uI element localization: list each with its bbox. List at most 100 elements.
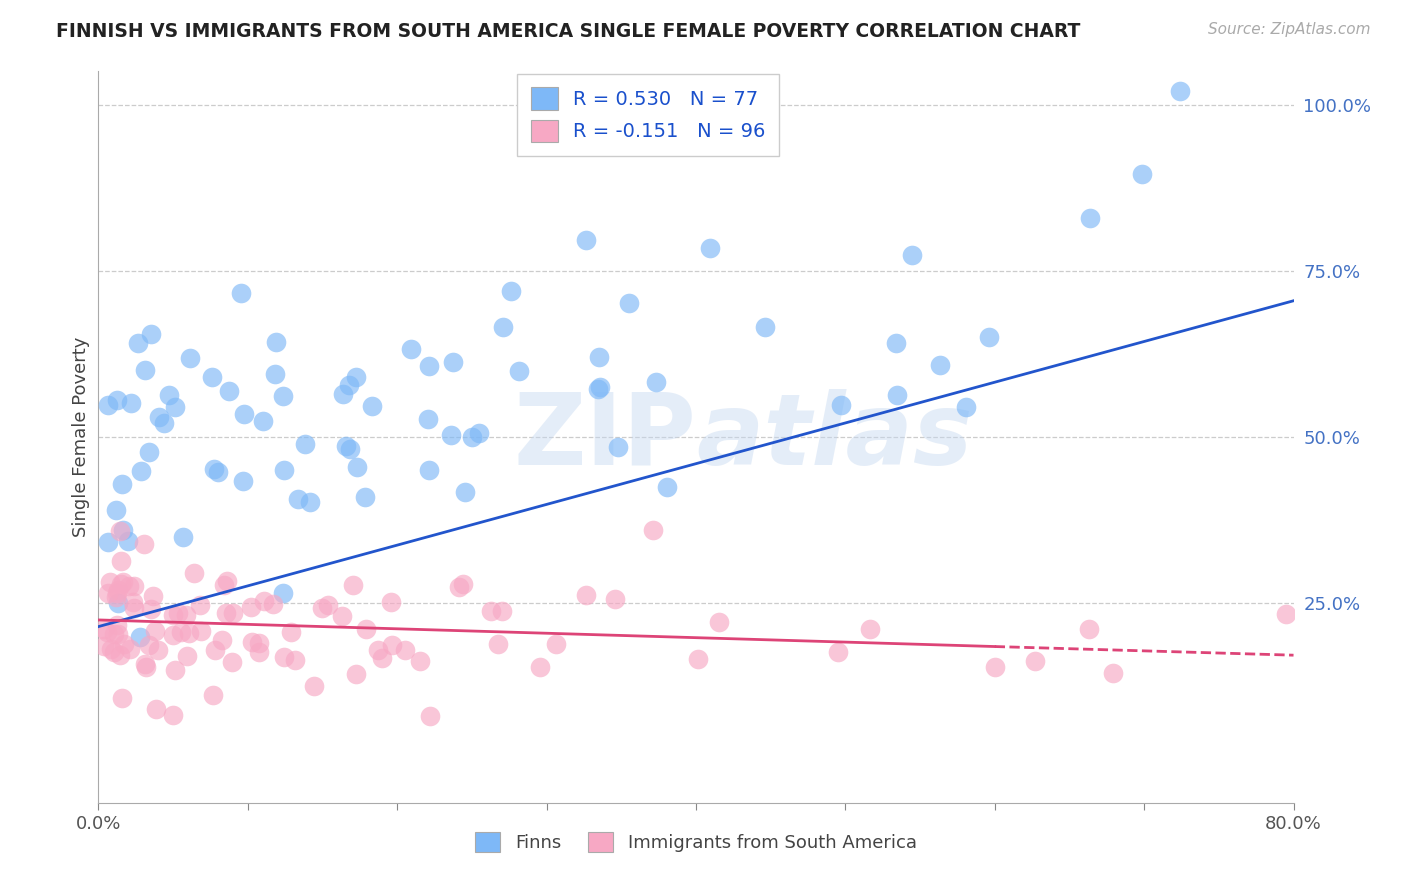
Point (419, 709, 441, 723)
Point (204, 643, 226, 657)
Point (1130, 168, 1153, 182)
Point (901, 248, 924, 262)
Point (103, 627, 125, 641)
Point (162, 707, 184, 722)
Point (294, 437, 316, 451)
Point (645, 375, 668, 389)
Point (105, 586, 128, 600)
Point (686, 652, 709, 666)
Point (486, 637, 509, 651)
Point (335, 439, 357, 453)
Text: FINNISH VS IMMIGRANTS FROM SOUTH AMERICA SINGLE FEMALE POVERTY CORRELATION CHART: FINNISH VS IMMIGRANTS FROM SOUTH AMERICA… (56, 22, 1081, 41)
Point (122, 579, 145, 593)
Point (141, 602, 163, 616)
Point (264, 368, 287, 382)
Point (233, 407, 256, 421)
Point (134, 362, 156, 376)
Point (264, 334, 287, 349)
Point (112, 637, 135, 651)
Point (1078, 211, 1101, 225)
Point (179, 351, 201, 365)
Point (344, 370, 367, 384)
Point (240, 634, 263, 648)
Point (139, 326, 162, 341)
Point (262, 597, 284, 611)
Point (98, 575, 121, 590)
Point (311, 601, 333, 615)
Point (588, 380, 610, 394)
Point (342, 578, 364, 592)
Point (107, 582, 129, 597)
Point (979, 330, 1001, 344)
Point (239, 600, 262, 615)
Point (346, 459, 368, 474)
Point (112, 523, 135, 537)
Point (575, 233, 598, 247)
Point (143, 624, 166, 639)
Point (447, 580, 470, 594)
Point (134, 537, 156, 551)
Point (122, 601, 145, 615)
Point (127, 335, 149, 350)
Point (93, 622, 115, 636)
Point (153, 416, 176, 430)
Point (316, 598, 339, 612)
Text: Source: ZipAtlas.com: Source: ZipAtlas.com (1208, 22, 1371, 37)
Point (273, 649, 295, 664)
Point (221, 655, 243, 669)
Point (103, 645, 125, 659)
Point (201, 369, 224, 384)
Point (354, 622, 377, 636)
Point (381, 638, 404, 652)
Point (859, 622, 882, 636)
Point (607, 440, 630, 454)
Point (104, 502, 127, 516)
Point (271, 586, 294, 600)
Point (138, 444, 160, 458)
Point (202, 688, 225, 702)
Point (138, 638, 160, 652)
Point (370, 651, 392, 665)
Point (886, 335, 908, 350)
Point (174, 607, 197, 622)
Point (215, 574, 238, 589)
Point (416, 412, 439, 426)
Point (252, 414, 274, 428)
Point (107, 596, 129, 610)
Point (330, 609, 353, 624)
Point (546, 637, 568, 651)
Point (170, 625, 193, 640)
Point (110, 524, 132, 538)
Point (162, 608, 184, 623)
Point (183, 566, 205, 580)
Point (928, 359, 950, 373)
Point (111, 476, 134, 491)
Point (1168, 84, 1191, 98)
Point (211, 632, 233, 647)
Point (97, 585, 120, 599)
Point (754, 320, 776, 334)
Point (529, 659, 551, 673)
Point (337, 378, 360, 392)
Point (247, 636, 270, 650)
Point (129, 464, 152, 478)
Point (229, 285, 252, 300)
Point (354, 490, 377, 504)
Point (112, 574, 135, 589)
Point (148, 642, 170, 657)
Point (1275, 607, 1298, 622)
Point (107, 627, 129, 641)
Point (408, 654, 430, 668)
Point (162, 628, 184, 642)
Point (955, 400, 977, 414)
Point (221, 606, 243, 620)
Point (273, 389, 295, 403)
Point (418, 463, 440, 477)
Point (247, 645, 270, 659)
Point (399, 342, 422, 356)
Point (418, 359, 440, 373)
Point (827, 645, 849, 659)
Point (709, 615, 731, 629)
Point (190, 624, 212, 638)
Point (163, 663, 186, 677)
